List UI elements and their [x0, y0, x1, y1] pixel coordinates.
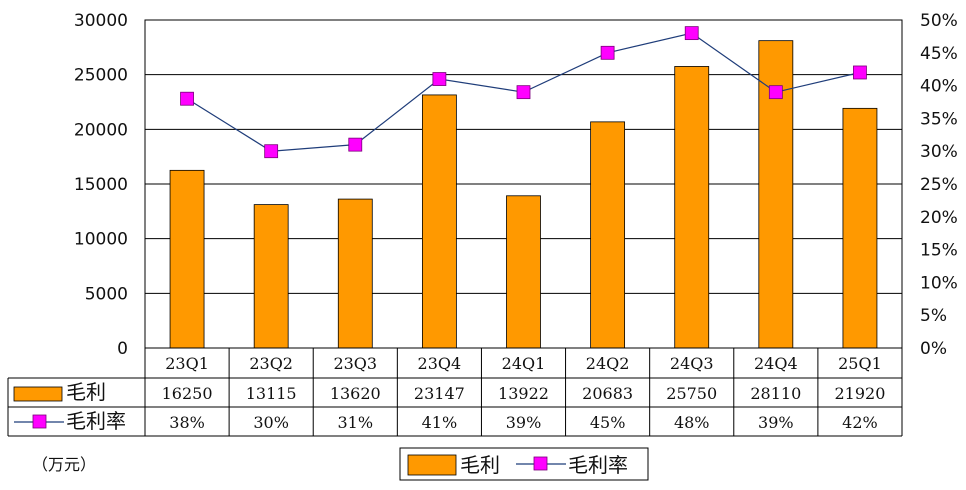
line-marker	[180, 91, 194, 106]
category-label: 23Q1	[165, 354, 209, 373]
legend-bar-label: 毛利	[460, 453, 500, 477]
table-cell: 30%	[253, 413, 289, 432]
table-cell: 38%	[169, 413, 205, 432]
category-label: 24Q4	[754, 354, 798, 373]
y-right-tick-label: 20%	[920, 208, 958, 228]
y-left-tick-label: 25000	[74, 66, 128, 86]
table-cell: 16250	[162, 384, 213, 403]
table-cell: 39%	[758, 413, 794, 432]
category-label: 24Q3	[670, 354, 714, 373]
category-label: 24Q1	[502, 354, 546, 373]
bar	[506, 195, 541, 349]
table-cell: 31%	[337, 413, 373, 432]
table-cell: 41%	[422, 413, 458, 432]
table-cell: 28110	[750, 384, 801, 403]
table-cell: 25750	[666, 384, 717, 403]
axes: 0 5000 10000 15000 20000 25000 30000 0% 5% 10% 15%…	[74, 11, 958, 359]
bar	[169, 169, 205, 349]
y-right-tick-label: 10%	[920, 273, 958, 293]
data-table: 23Q1 23Q2 23Q3 23Q4 24Q1 24Q2 24Q3 24Q4 25Q1 毛利 16…	[7, 348, 903, 437]
category-label: 23Q4	[418, 354, 462, 373]
y-right-tick-label: 35%	[920, 109, 958, 129]
y-right-tick-label: 50%	[920, 11, 958, 31]
bar	[842, 107, 878, 349]
row-label: 毛利	[66, 380, 106, 404]
y-left-tick-label: 20000	[74, 120, 128, 140]
line-marker	[264, 144, 279, 159]
table-cell: 13620	[330, 384, 381, 403]
y-right-tick-label: 25%	[920, 175, 958, 195]
bar	[337, 198, 373, 349]
table-cell: 39%	[506, 413, 542, 432]
y-right-tick-label: 40%	[920, 77, 958, 97]
legend-bar-swatch	[407, 454, 457, 476]
line-marker	[600, 45, 615, 60]
category-label: 23Q3	[333, 354, 377, 373]
legend: 毛利 毛利率	[399, 447, 649, 481]
line-marker	[432, 72, 447, 86]
legend-line-label: 毛利率	[568, 453, 628, 477]
table-cell: 45%	[590, 413, 626, 432]
table-cell: 20683	[582, 384, 633, 403]
line-marker	[768, 85, 783, 100]
line-marker	[853, 65, 867, 80]
unit-label: （万元）	[32, 455, 96, 474]
table-cell: 23147	[414, 384, 465, 403]
category-label: 24Q2	[586, 354, 630, 373]
y-left-tick-label: 0	[117, 339, 128, 359]
y-right-tick-label: 5%	[920, 306, 947, 326]
bar	[590, 121, 626, 349]
bar-series	[169, 40, 878, 349]
y-left-tick-label: 15000	[74, 175, 128, 195]
bar	[674, 66, 710, 349]
line-series	[180, 26, 867, 159]
y-right-tick-label: 45%	[920, 44, 958, 64]
legend-line-marker	[533, 456, 548, 471]
table-cell: 13922	[498, 384, 549, 403]
category-label: 25Q1	[838, 354, 882, 373]
bar	[421, 94, 457, 349]
line-marker	[684, 26, 699, 41]
y-left-tick-label: 30000	[74, 11, 128, 31]
row-label: 毛利率	[66, 409, 126, 433]
y-left-tick-label: 10000	[74, 230, 128, 250]
line-marker	[348, 137, 363, 152]
table-cell: 48%	[674, 413, 710, 432]
row-key-bar	[13, 386, 63, 402]
table-cell: 21920	[834, 384, 885, 403]
table-cell: 42%	[842, 413, 878, 432]
bar	[253, 204, 289, 349]
line-marker	[516, 85, 531, 100]
row-key-marker	[32, 414, 47, 429]
y-right-tick-label: 0%	[920, 339, 947, 359]
table-cell: 13115	[246, 384, 297, 403]
y-right-tick-label: 30%	[920, 142, 958, 162]
y-left-tick-label: 5000	[85, 284, 128, 304]
y-right-tick-label: 15%	[920, 241, 958, 261]
category-label: 23Q2	[249, 354, 293, 373]
plot-frame	[144, 19, 903, 349]
